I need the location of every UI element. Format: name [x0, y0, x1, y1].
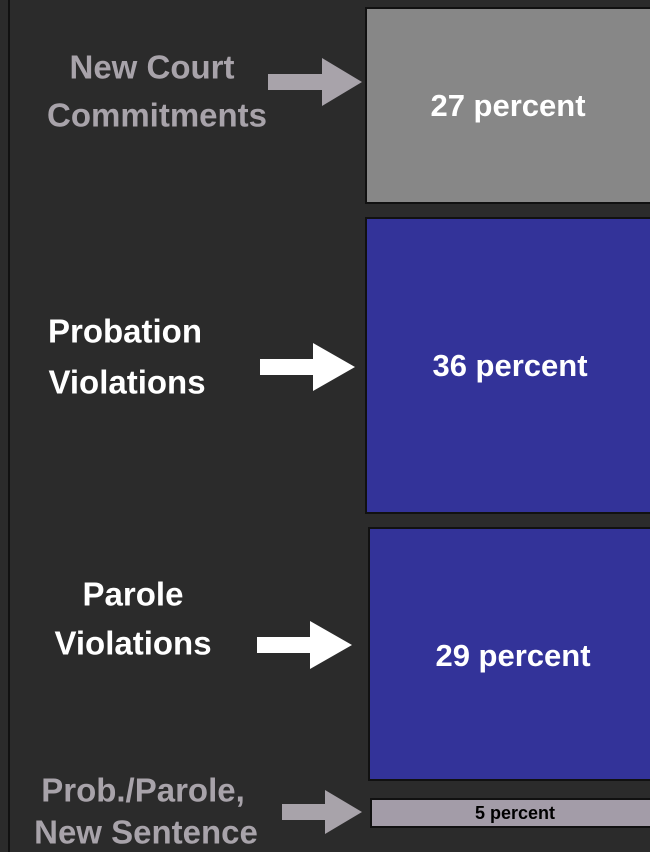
value: 29 percent	[435, 638, 590, 673]
value: 36 percent	[432, 348, 587, 383]
box	[370, 798, 650, 828]
label: Probation	[48, 313, 202, 350]
box	[365, 7, 650, 204]
box	[365, 217, 650, 514]
label: Prob./Parole,	[41, 772, 245, 809]
label: Parole	[83, 576, 184, 613]
arrow	[282, 790, 362, 834]
label: Violations	[54, 625, 211, 662]
arrow	[268, 58, 362, 106]
label: Violations	[48, 364, 205, 401]
value: 27 percent	[430, 88, 585, 123]
label: Commitments	[47, 97, 267, 134]
label: New Sentence	[34, 814, 258, 851]
arrow	[257, 621, 352, 669]
arrow	[260, 343, 355, 391]
value: 5 percent	[475, 803, 555, 823]
box	[368, 527, 650, 781]
label: New Court	[70, 49, 235, 86]
